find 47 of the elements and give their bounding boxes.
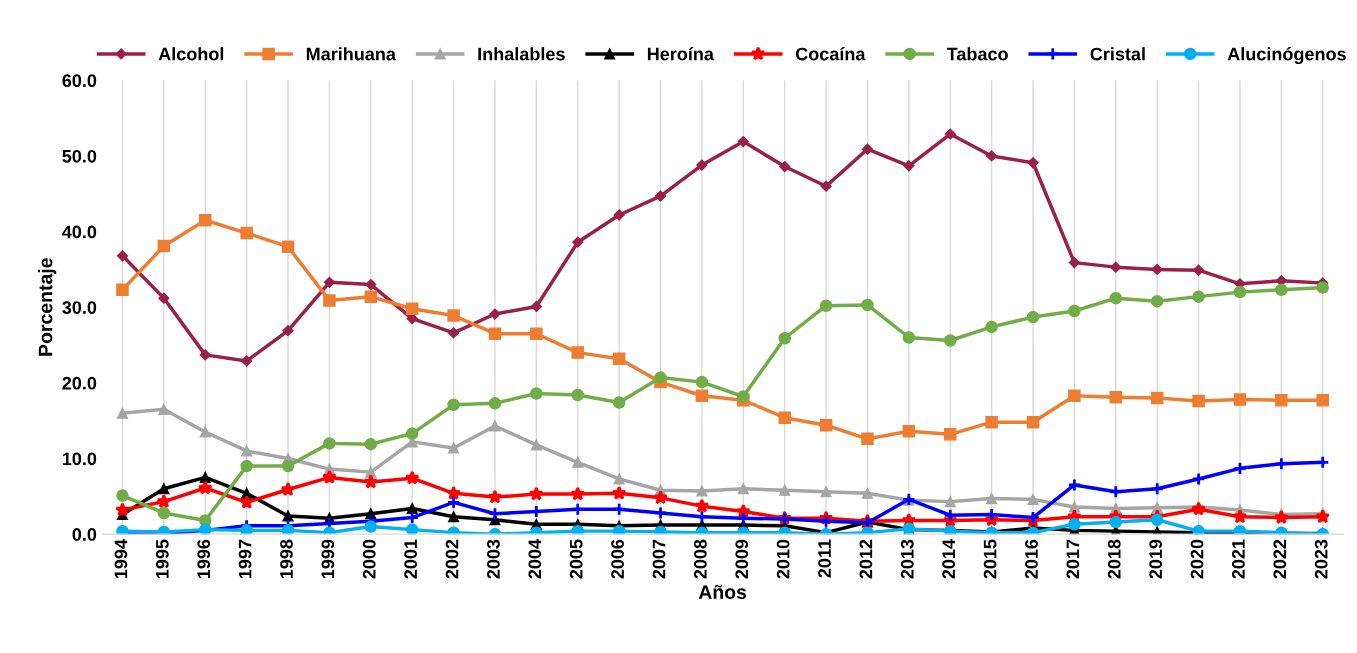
x-tick-label: 2011 xyxy=(818,539,831,578)
legend-label: Cristal xyxy=(1090,47,1145,61)
x-tick-label: 2009 xyxy=(735,539,749,579)
legend-label: Cocaína xyxy=(795,47,866,61)
x-tick-label: 2010 xyxy=(776,539,790,579)
x-tick-label: 2016 xyxy=(1025,539,1038,579)
x-tick-label: 2022 xyxy=(1273,539,1287,579)
x-tick-label: 2006 xyxy=(611,539,624,579)
x-tick-label: 2021 xyxy=(1232,539,1245,579)
x-tick-label: 2002 xyxy=(445,539,459,579)
x-tick-label: 2014 xyxy=(942,539,956,579)
y-tick-label: 40.0 xyxy=(62,225,97,239)
y-axis-title: Porcentaje xyxy=(38,258,57,356)
x-tick-label: 2001 xyxy=(404,539,418,579)
x-tick-label: 2008 xyxy=(693,539,707,579)
x-tick-label: 2017 xyxy=(1066,539,1080,579)
y-tick-label: 20.0 xyxy=(62,376,97,390)
x-tick-label: 1997 xyxy=(238,539,252,579)
y-tick-label: 30.0 xyxy=(62,301,97,314)
x-tick-label: 1995 xyxy=(155,539,169,579)
x-tick-label: 2023 xyxy=(1314,539,1328,579)
x-tick-label: 2012 xyxy=(859,539,873,579)
y-tick-label: 60.0 xyxy=(62,74,97,88)
x-tick-label: 2019 xyxy=(1149,539,1163,579)
x-tick-label: 2007 xyxy=(652,539,666,579)
legend-label: Heroína xyxy=(647,47,715,61)
legend-label: Inhalables xyxy=(478,47,565,61)
legend-label: Alucinógenos xyxy=(1227,47,1346,65)
x-tick-label: 1998 xyxy=(280,539,293,579)
x-tick-label: 2003 xyxy=(487,539,500,579)
legend-label: Alcohol xyxy=(158,47,224,61)
x-tick-label: 2005 xyxy=(569,539,583,579)
legend-label: Marihuana xyxy=(306,47,397,61)
x-tick-label: 2013 xyxy=(900,539,914,579)
x-tick-label: 1999 xyxy=(321,539,335,579)
x-tick-label: 2020 xyxy=(1190,539,1204,579)
x-tick-label: 1994 xyxy=(114,539,128,579)
y-tick-label: 50.0 xyxy=(62,149,97,163)
x-tick-label: 2018 xyxy=(1107,539,1121,579)
x-tick-label: 2000 xyxy=(362,539,376,579)
legend-label: Tabaco xyxy=(946,47,1008,61)
y-tick-label: 10.0 xyxy=(62,452,97,466)
y-tick-label: 0.0 xyxy=(72,528,97,541)
x-tick-label: 2004 xyxy=(528,539,542,579)
x-tick-label: 2015 xyxy=(983,539,997,579)
x-tick-label: 1996 xyxy=(197,539,211,579)
x-axis-title: Años xyxy=(698,584,747,600)
